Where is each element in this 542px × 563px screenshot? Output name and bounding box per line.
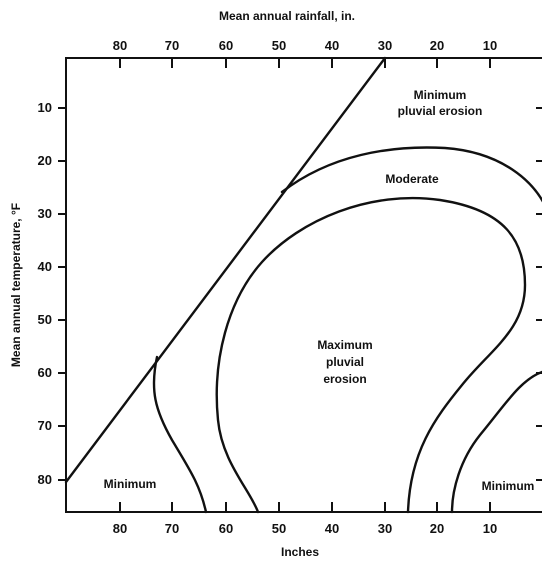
bottom-x-tick-label: 60 — [219, 521, 233, 536]
top-x-tick-labels: 80 70 60 50 40 30 20 10 — [113, 38, 497, 53]
top-x-tick-label: 70 — [165, 38, 179, 53]
top-x-tick-label: 30 — [378, 38, 392, 53]
region-label-minimum-top: Minimum — [414, 88, 467, 102]
top-x-tick-label: 20 — [430, 38, 444, 53]
bottom-x-tick-label: 30 — [378, 521, 392, 536]
y-tick-labels: 10 20 30 40 50 60 70 80 — [38, 100, 52, 487]
bottom-x-tick-label: 40 — [325, 521, 339, 536]
y-tick-label: 80 — [38, 472, 52, 487]
y-ticks — [58, 107, 542, 481]
region-label-minimum-top: pluvial erosion — [398, 104, 483, 118]
y-tick-label: 20 — [38, 153, 52, 168]
y-tick-label: 10 — [38, 100, 52, 115]
y-tick-label: 40 — [38, 259, 52, 274]
top-x-tick-label: 80 — [113, 38, 127, 53]
maximum-erosion-boundary — [215, 196, 527, 514]
bottom-axis-title: Inches — [281, 545, 319, 559]
y-tick-label: 60 — [38, 365, 52, 380]
moderate-outer-boundary — [280, 146, 542, 203]
region-label-minimum-bottom-left: Minimum — [104, 477, 157, 491]
top-x-tick-label: 50 — [272, 38, 286, 53]
region-label-maximum: pluvial — [326, 355, 364, 369]
region-label-moderate: Moderate — [385, 172, 439, 186]
region-label-maximum: erosion — [323, 372, 366, 386]
bottom-x-tick-label: 20 — [430, 521, 444, 536]
y-tick-label: 70 — [38, 418, 52, 433]
left-axis-title: Mean annual temperature, °F — [9, 203, 23, 367]
bottom-x-tick-label: 10 — [483, 521, 497, 536]
plot-frame — [65, 57, 542, 513]
bottom-x-tick-label: 70 — [165, 521, 179, 536]
bottom-x-tick-labels: 80 70 60 50 40 30 20 10 — [113, 521, 497, 536]
top-x-tick-label: 40 — [325, 38, 339, 53]
left-minimum-boundary — [152, 355, 208, 514]
region-label-minimum-bottom-right: Minimum — [482, 479, 535, 493]
region-label-maximum: Maximum — [317, 338, 372, 352]
y-tick-label: 30 — [38, 206, 52, 221]
diagonal-boundary-line — [64, 56, 387, 484]
y-tick-label: 50 — [38, 312, 52, 327]
top-x-tick-label: 10 — [483, 38, 497, 53]
top-x-tick-label: 60 — [219, 38, 233, 53]
bottom-x-tick-label: 50 — [272, 521, 286, 536]
top-axis-title: Mean annual rainfall, in. — [219, 9, 355, 23]
right-minimum-boundary — [450, 370, 542, 514]
bottom-x-tick-label: 80 — [113, 521, 127, 536]
